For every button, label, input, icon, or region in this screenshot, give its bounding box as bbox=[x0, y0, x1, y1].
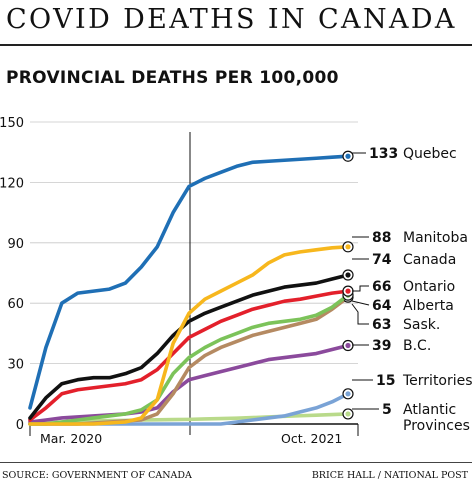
leader-sask bbox=[351, 303, 369, 325]
territories-value: 15 bbox=[376, 373, 395, 389]
atlantic-name-line1: Atlantic bbox=[403, 402, 456, 418]
bc-value: 39 bbox=[372, 338, 391, 354]
footer-rule bbox=[0, 462, 472, 463]
end-marker-dot bbox=[345, 288, 351, 294]
alberta-name: Alberta bbox=[403, 298, 454, 314]
canada-name: Canada bbox=[403, 252, 456, 268]
series-line-b-c- bbox=[28, 343, 350, 424]
leader-alberta bbox=[351, 300, 370, 306]
series-lines bbox=[28, 150, 354, 426]
y-tick-label: 120 bbox=[0, 176, 24, 191]
title-rule bbox=[0, 44, 472, 46]
territories-name: Territories bbox=[402, 373, 472, 389]
leader-ontario bbox=[352, 285, 369, 292]
ontario-name: Ontario bbox=[403, 279, 455, 295]
alberta-value: 64 bbox=[372, 298, 392, 314]
source-note: SOURCE: GOVERNMENT OF CANADA bbox=[2, 470, 192, 481]
series-line-atlantic-provinces bbox=[28, 412, 350, 426]
end-marker-dot bbox=[345, 342, 351, 349]
ontario-value: 66 bbox=[372, 279, 391, 295]
sask-value: 63 bbox=[372, 317, 391, 333]
atlantic-value: 5 bbox=[382, 402, 392, 418]
canada-value: 74 bbox=[372, 252, 392, 268]
chart-subtitle: PROVINCIAL DEATHS PER 100,000 bbox=[6, 68, 339, 88]
end-marker-dot bbox=[345, 411, 351, 417]
sask-name: Sask. bbox=[403, 317, 440, 333]
bc-name: B.C. bbox=[403, 338, 431, 354]
quebec-name: Quebec bbox=[403, 146, 457, 162]
y-tick-label: 60 bbox=[7, 297, 24, 312]
end-marker-dot bbox=[345, 153, 351, 159]
series-line-manitoba bbox=[28, 245, 350, 426]
y-tick-label: 90 bbox=[7, 237, 24, 252]
main-title: COVID DEATHS IN CANADA bbox=[6, 4, 457, 35]
series-end-labels: 133 Quebec 88 Manitoba 74 Canada 66 Onta… bbox=[369, 146, 472, 434]
series-line-ontario bbox=[28, 289, 350, 422]
y-tick-label: 0 bbox=[16, 418, 24, 433]
y-tick-label: 30 bbox=[7, 358, 24, 373]
end-marker-dot bbox=[345, 244, 351, 250]
x-label-oct-2021: Oct. 2021 bbox=[281, 431, 342, 446]
end-marker-dot bbox=[345, 272, 351, 278]
series-line-canada bbox=[28, 273, 350, 420]
credit-note: BRICE HALL / NATIONAL POST bbox=[311, 470, 468, 481]
y-axis-ticks: 0 30 60 90 120 150 bbox=[0, 116, 24, 433]
end-marker-dot bbox=[345, 391, 351, 397]
series-line-alberta bbox=[28, 293, 350, 426]
line-chart: 0 30 60 90 120 150 Mar. 2020 Oct. 2021 133 Qu… bbox=[0, 116, 472, 446]
manitoba-name: Manitoba bbox=[403, 230, 468, 246]
label-leader-lines bbox=[351, 152, 379, 410]
y-tick-label: 150 bbox=[0, 116, 24, 131]
x-label-mar-2020: Mar. 2020 bbox=[40, 431, 102, 446]
atlantic-name-line2: Provinces bbox=[403, 418, 470, 434]
gridlines bbox=[30, 121, 358, 365]
series-line-quebec bbox=[28, 154, 350, 410]
manitoba-value: 88 bbox=[372, 230, 391, 246]
quebec-value: 133 bbox=[369, 146, 398, 162]
